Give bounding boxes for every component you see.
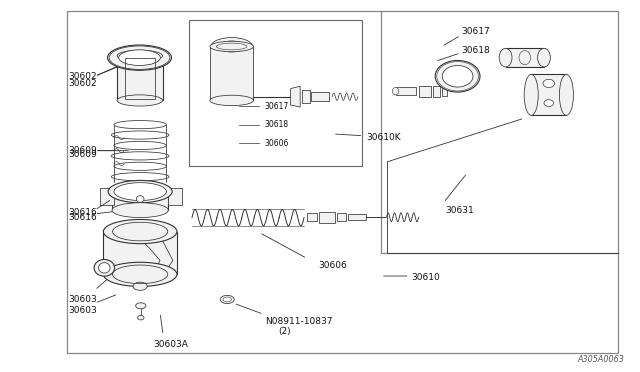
- Bar: [531, 74, 566, 115]
- Bar: [125, 58, 155, 99]
- Ellipse shape: [138, 315, 144, 320]
- Ellipse shape: [435, 61, 480, 92]
- Ellipse shape: [211, 38, 253, 55]
- Ellipse shape: [108, 180, 172, 203]
- Text: 30610K: 30610K: [366, 133, 401, 142]
- Ellipse shape: [136, 303, 146, 309]
- Bar: [168, 188, 182, 205]
- Ellipse shape: [559, 74, 573, 115]
- Bar: [307, 213, 317, 221]
- Bar: [319, 212, 335, 223]
- Ellipse shape: [119, 50, 161, 65]
- Text: 30618: 30618: [264, 120, 289, 129]
- Ellipse shape: [220, 295, 234, 304]
- Ellipse shape: [210, 95, 253, 106]
- Ellipse shape: [103, 262, 177, 286]
- Polygon shape: [291, 86, 300, 107]
- Text: 30603A: 30603A: [154, 340, 188, 349]
- Text: 30603: 30603: [68, 306, 97, 315]
- Text: 30606: 30606: [264, 139, 289, 148]
- Text: 30602: 30602: [68, 72, 97, 81]
- Text: 30618: 30618: [461, 46, 490, 55]
- Ellipse shape: [117, 95, 163, 106]
- Ellipse shape: [114, 183, 166, 201]
- Ellipse shape: [103, 219, 177, 244]
- Bar: [100, 188, 114, 205]
- Text: 30616: 30616: [68, 208, 97, 217]
- Text: 30606: 30606: [318, 262, 347, 270]
- Bar: [311, 92, 329, 101]
- Bar: [112, 191, 168, 210]
- Bar: [189, 20, 362, 166]
- Text: 30609: 30609: [68, 146, 97, 155]
- Bar: [442, 86, 447, 96]
- Bar: [133, 275, 147, 286]
- Polygon shape: [140, 231, 173, 275]
- Text: 30617: 30617: [264, 102, 289, 110]
- Bar: [302, 90, 310, 103]
- Ellipse shape: [524, 74, 538, 115]
- Ellipse shape: [543, 79, 554, 87]
- Bar: [117, 56, 163, 100]
- Text: A305A0063: A305A0063: [577, 355, 624, 364]
- Ellipse shape: [544, 100, 554, 106]
- Ellipse shape: [499, 48, 512, 67]
- Bar: [396, 87, 416, 95]
- Ellipse shape: [108, 45, 172, 70]
- Ellipse shape: [210, 41, 253, 52]
- Ellipse shape: [218, 41, 245, 52]
- Bar: [433, 86, 440, 97]
- Bar: [210, 46, 253, 100]
- Ellipse shape: [94, 260, 115, 276]
- Text: 30609: 30609: [68, 150, 97, 159]
- Bar: [104, 231, 177, 275]
- Text: N08911-10837: N08911-10837: [266, 317, 333, 326]
- Ellipse shape: [538, 48, 550, 67]
- Ellipse shape: [136, 196, 144, 202]
- Ellipse shape: [442, 65, 473, 87]
- Bar: [67, 11, 618, 353]
- Text: 30610: 30610: [412, 273, 440, 282]
- Bar: [506, 48, 544, 67]
- Bar: [337, 213, 346, 221]
- Bar: [419, 86, 431, 97]
- Text: 30603: 30603: [68, 295, 97, 304]
- Text: 30616: 30616: [68, 213, 97, 222]
- Ellipse shape: [133, 282, 147, 290]
- Text: 30631: 30631: [445, 206, 474, 215]
- Ellipse shape: [223, 297, 232, 302]
- Ellipse shape: [117, 50, 163, 61]
- Bar: [348, 214, 366, 220]
- Ellipse shape: [392, 87, 399, 95]
- Ellipse shape: [99, 263, 110, 273]
- Text: (2): (2): [278, 327, 291, 336]
- Text: 30617: 30617: [461, 27, 490, 36]
- Ellipse shape: [112, 203, 168, 218]
- Text: 30602: 30602: [68, 79, 97, 88]
